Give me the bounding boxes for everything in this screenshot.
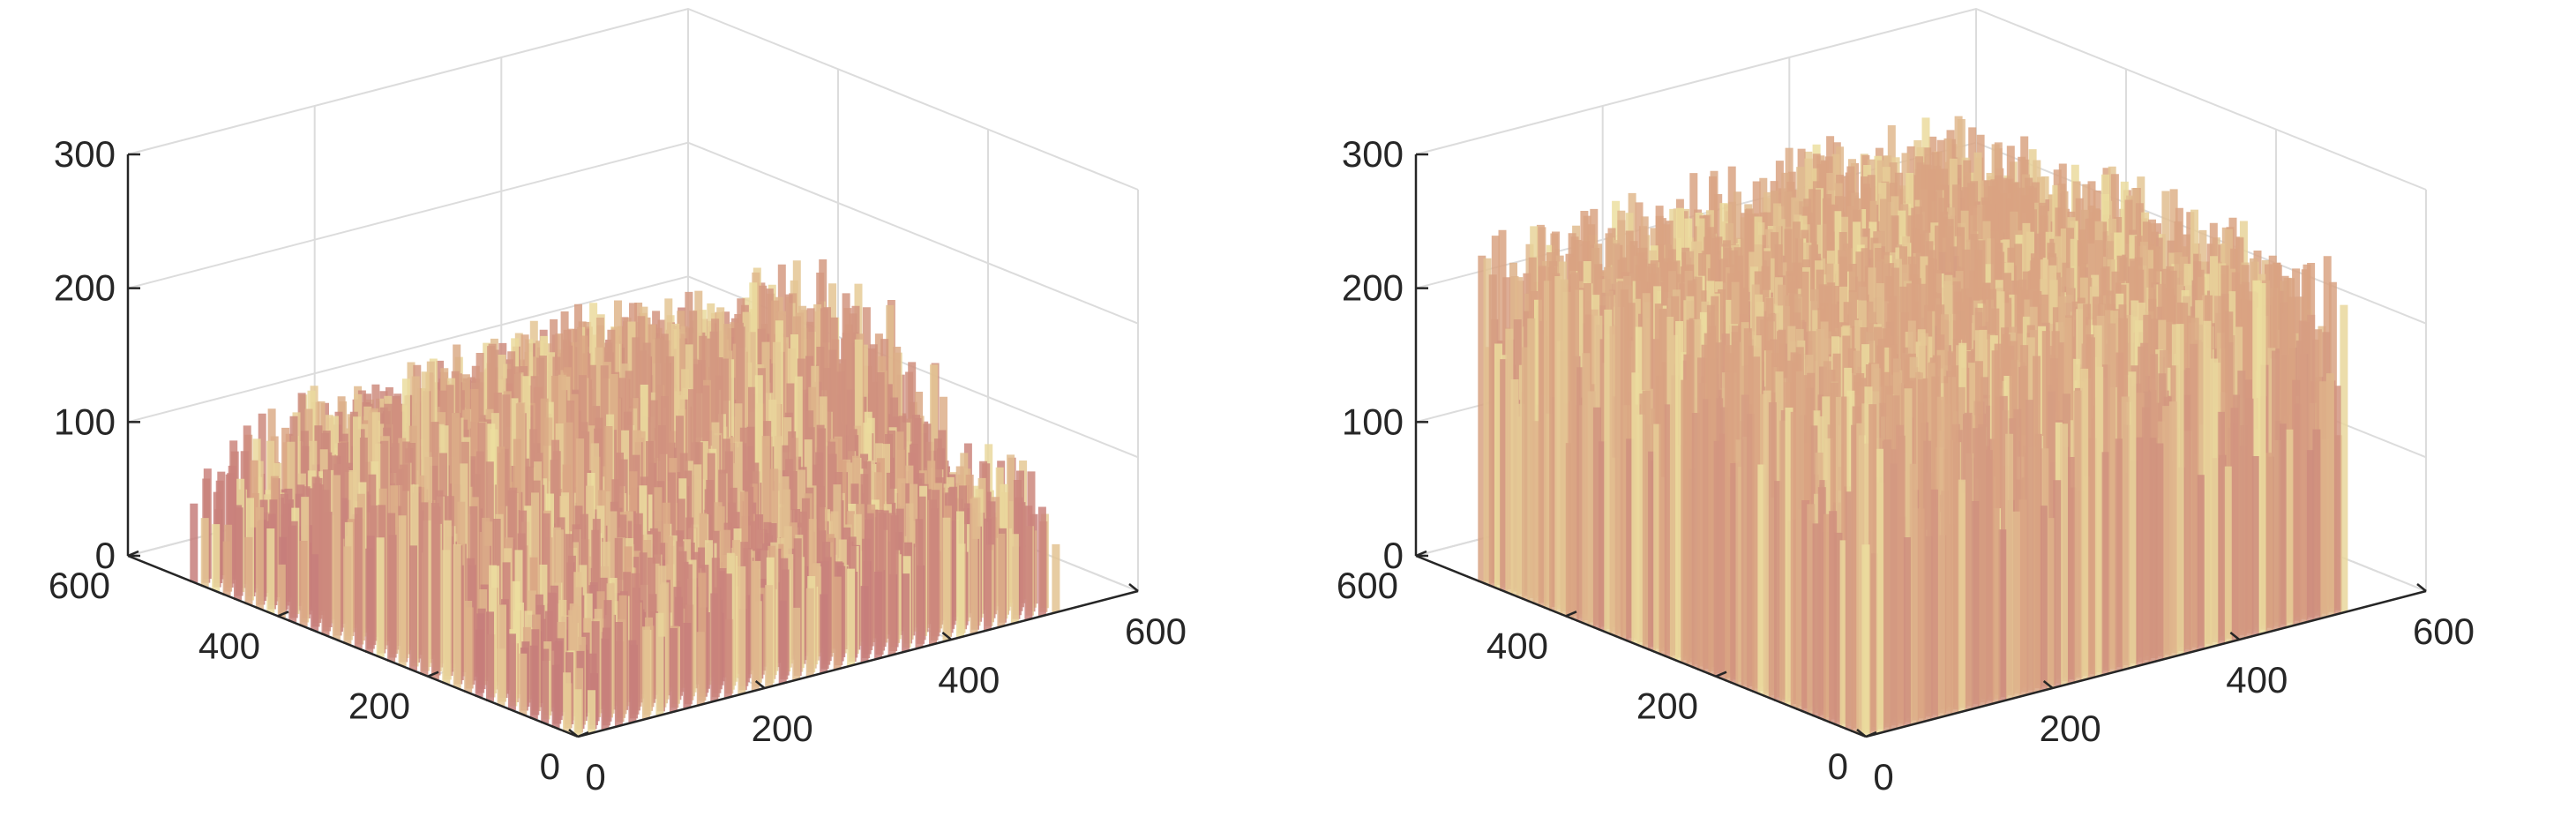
z-tick-label: 0 xyxy=(95,535,116,576)
x-tick-label: 400 xyxy=(938,659,1000,700)
y-tick-mark xyxy=(277,611,289,618)
surface-plot-right: 0 200 400 600 0 200 400 600 0 100 200 300 xyxy=(1288,0,2576,824)
gridline-z xyxy=(127,7,1139,191)
y-axis-line xyxy=(127,554,579,738)
y-tick-label: 600 xyxy=(49,565,110,606)
y-tick-label: 0 xyxy=(540,745,560,787)
z-tick-label: 200 xyxy=(54,267,116,309)
z-tick-label: 300 xyxy=(54,133,116,175)
y-tick-label: 200 xyxy=(348,685,410,727)
gridline-z xyxy=(127,141,1139,325)
y-tick-label: 400 xyxy=(198,625,260,666)
x-axis-line xyxy=(577,589,1139,738)
surface-plot-left: 0 200 400 600 0 200 400 600 0 100 200 300 xyxy=(49,7,1187,798)
x-tick-mark xyxy=(941,632,953,640)
y-tick-mark xyxy=(577,730,589,738)
surface xyxy=(1478,116,2348,737)
x-tick-mark xyxy=(754,680,766,689)
x-tick-mark xyxy=(568,729,579,738)
x-tick-label: 200 xyxy=(752,708,813,749)
y-tick-mark xyxy=(427,670,439,678)
x-tick-label: 600 xyxy=(1125,611,1187,652)
x-tick-mark xyxy=(1128,583,1139,592)
z-tick-label: 100 xyxy=(54,401,116,442)
x-tick-label: 0 xyxy=(585,756,605,798)
surface xyxy=(190,259,1060,737)
